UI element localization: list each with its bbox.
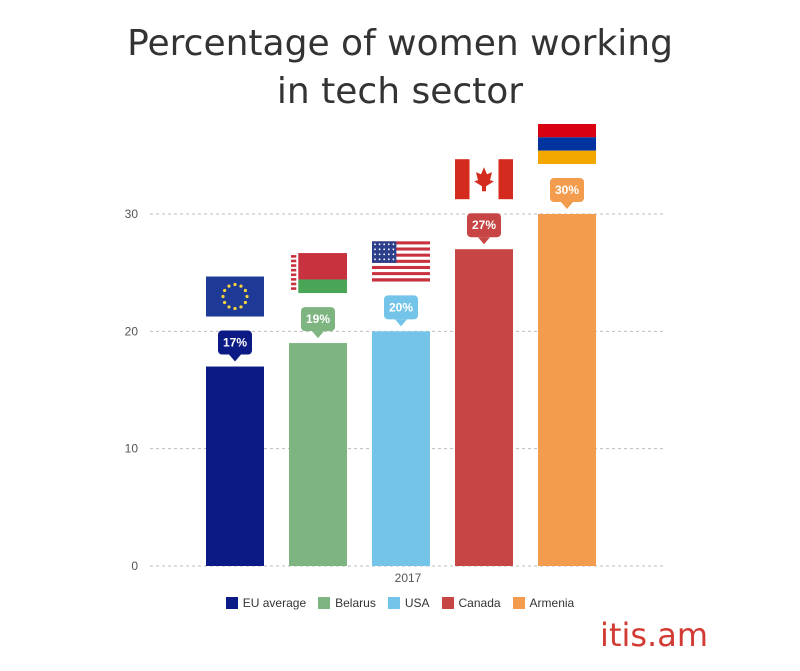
data-label: 19% xyxy=(306,312,330,326)
legend-item-armenia[interactable]: Armenia xyxy=(512,596,575,610)
data-label-callout: 27% xyxy=(467,213,501,245)
legend-item-canada[interactable]: Canada xyxy=(441,596,501,610)
data-label-pointer xyxy=(312,331,324,339)
legend-item-usa[interactable]: USA xyxy=(387,596,430,610)
data-label-box xyxy=(550,178,584,202)
legend-swatch xyxy=(512,597,525,609)
legend-item-belarus[interactable]: Belarus xyxy=(318,596,376,610)
data-label-pointer xyxy=(561,202,573,209)
data-label-callout: 30% xyxy=(550,178,584,209)
data-label-pointer xyxy=(229,354,241,362)
bar-eu-average xyxy=(206,366,264,566)
chart-title: Percentage of women working in tech sect… xyxy=(0,20,800,116)
data-label-box xyxy=(384,295,418,320)
data-label: 20% xyxy=(389,300,413,314)
data-label-box xyxy=(301,307,335,332)
data-label-callout: 17% xyxy=(218,330,252,362)
legend-swatch xyxy=(387,597,400,609)
brand-logo-text: itis.am xyxy=(600,616,708,654)
y-tick-label: 30 xyxy=(125,207,139,221)
title-line-2: in tech sector xyxy=(276,71,524,112)
data-label-callout: 20% xyxy=(384,295,418,327)
data-label: 27% xyxy=(472,218,496,232)
bar-usa xyxy=(372,331,430,566)
bar-canada xyxy=(455,249,513,566)
usa-flag xyxy=(372,241,430,282)
legend-label: Belarus xyxy=(335,596,376,610)
data-label-pointer xyxy=(478,237,490,245)
data-label: 17% xyxy=(223,336,247,350)
y-tick-label: 10 xyxy=(125,442,139,456)
data-label-pointer xyxy=(395,319,407,327)
belarus-flag xyxy=(289,253,347,294)
legend-item-eu-average[interactable]: EU average xyxy=(225,596,307,610)
y-tick-label: 20 xyxy=(125,324,139,338)
legend-label: EU average xyxy=(242,596,307,610)
title-line-1: Percentage of women working xyxy=(127,23,673,64)
x-category-label: 2017 xyxy=(395,571,422,585)
data-label: 30% xyxy=(555,183,579,197)
eu-flag xyxy=(206,276,264,317)
y-tick-label: 0 xyxy=(131,559,138,573)
legend-swatch xyxy=(225,597,238,609)
bar-armenia xyxy=(538,214,596,566)
data-label-callout: 19% xyxy=(301,307,335,339)
data-label-box xyxy=(467,213,501,238)
data-label-box xyxy=(218,330,252,355)
legend-label: Armenia xyxy=(529,596,575,610)
canada-flag xyxy=(455,159,513,200)
armenia-flag xyxy=(538,124,596,164)
legend-label: USA xyxy=(404,596,430,610)
legend-swatch xyxy=(318,597,331,609)
legend-label: Canada xyxy=(458,596,501,610)
bar-belarus xyxy=(289,343,347,566)
legend-swatch xyxy=(441,597,454,609)
legend: EU average Belarus USA Canada Armenia xyxy=(0,596,800,610)
